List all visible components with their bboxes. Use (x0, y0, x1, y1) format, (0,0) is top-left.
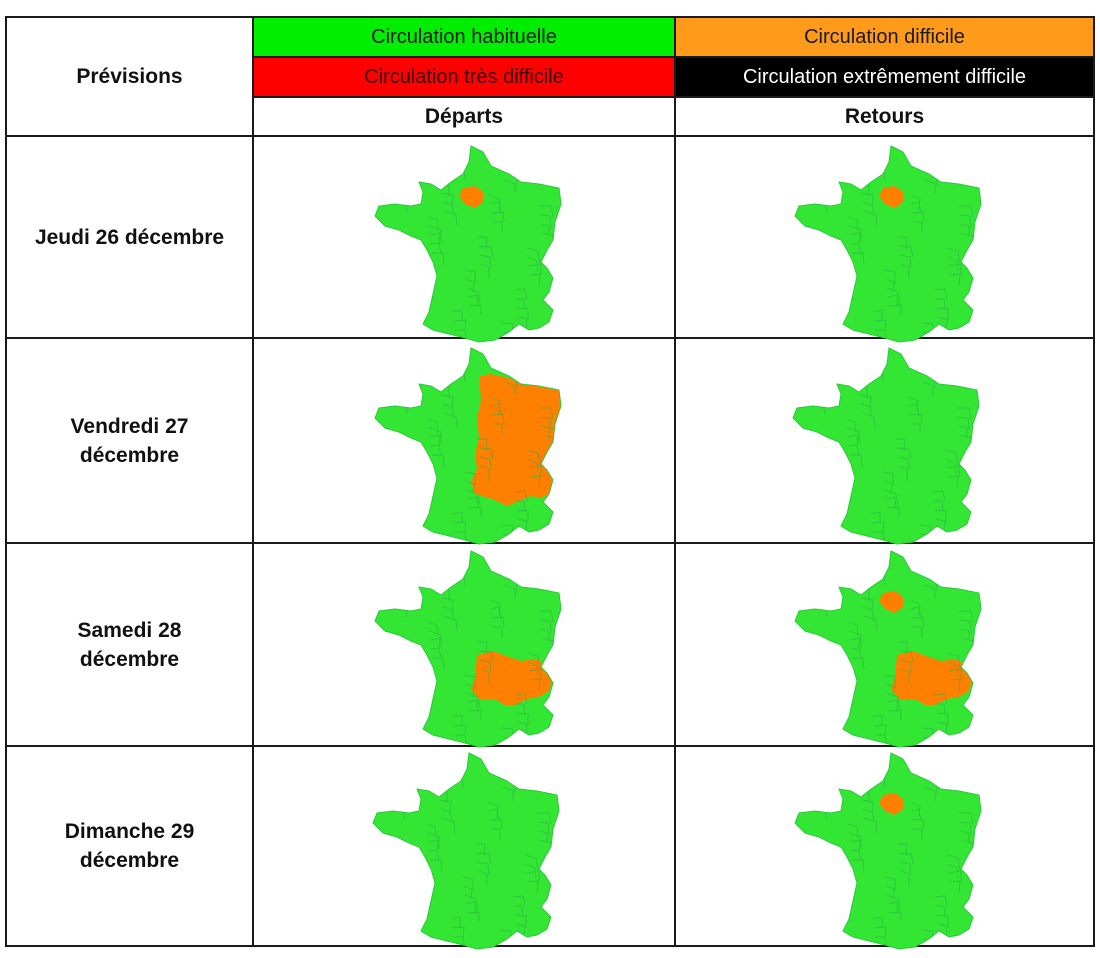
map-vendredi-departs (369, 346, 569, 546)
column-header-retours: Retours (844, 105, 925, 128)
map-samedi-departs (369, 549, 569, 749)
map-jeudi-departs (369, 144, 569, 344)
map-dimanche-departs (367, 751, 567, 951)
map-vendredi-retours (787, 346, 987, 546)
day-label-jeudi-26: Jeudi 26 décembre (34, 225, 225, 249)
legend-circulation-extremement-difficile: Circulation extrêmement difficile (676, 58, 1093, 96)
day-label-dimanche-29: Dimanche 29 décembre (64, 820, 195, 872)
map-samedi-retours (789, 549, 989, 749)
header-previsions: Prévisions (76, 65, 183, 88)
map-jeudi-retours (789, 144, 989, 344)
legend-circulation-difficile: Circulation difficile (676, 18, 1093, 56)
traffic-forecast-table: Prévisions Circulation habituelle Circul… (5, 16, 1095, 950)
day-label-vendredi-27: Vendredi 27 décembre (70, 414, 189, 467)
day-label-samedi-28: Samedi 28 décembre (77, 618, 182, 671)
legend-circulation-tres-difficile: Circulation très difficile (254, 58, 674, 96)
legend-circulation-habituelle: Circulation habituelle (254, 18, 674, 56)
map-dimanche-retours (789, 751, 989, 951)
column-header-departs: Départs (424, 105, 504, 128)
